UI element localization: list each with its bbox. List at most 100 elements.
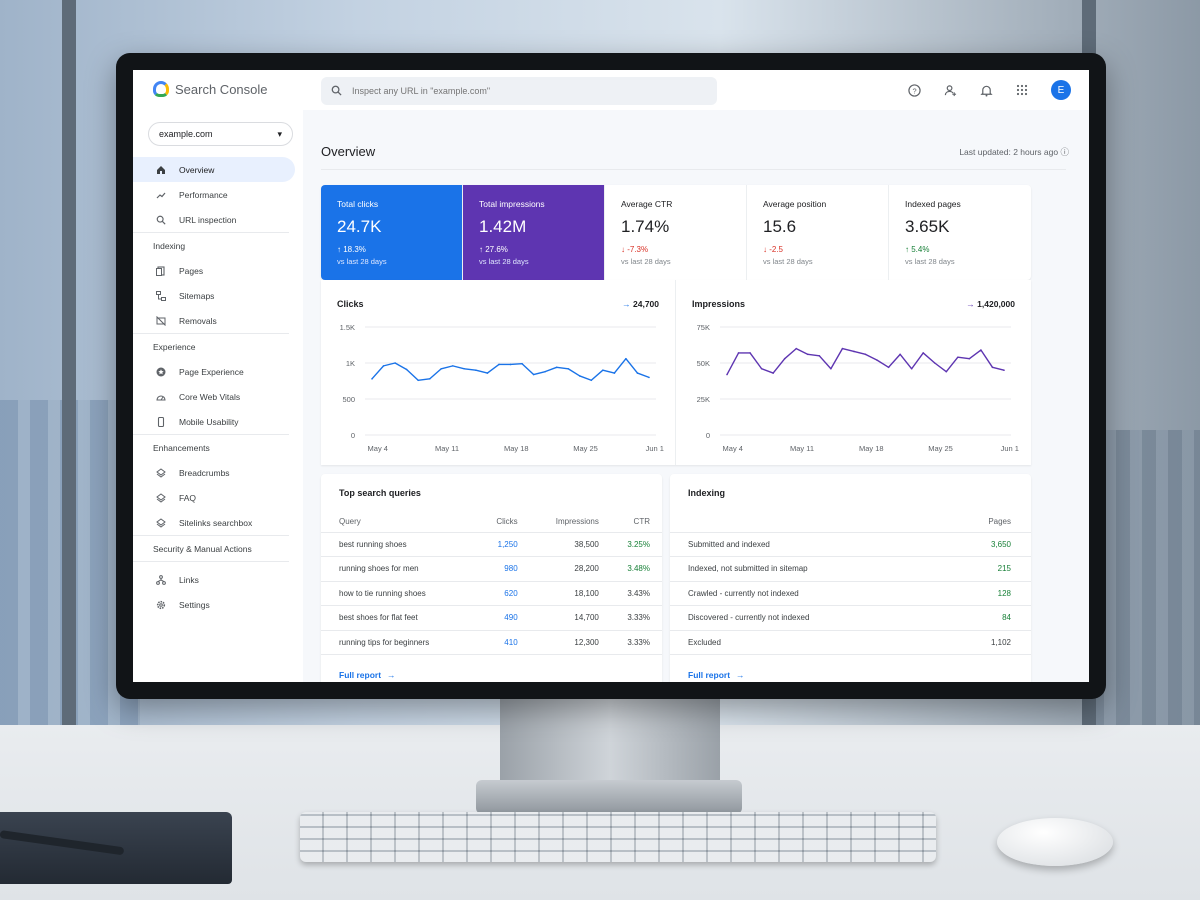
kpi-total-impressions[interactable]: Total impressions 1.42M ↑ 27.6% vs last … (463, 185, 605, 280)
sidebar-item-core-web-vitals[interactable]: Core Web Vitals (133, 384, 295, 409)
data-point[interactable] (922, 352, 925, 354)
data-point[interactable] (428, 378, 431, 380)
data-point[interactable] (567, 367, 570, 370)
data-point[interactable] (509, 363, 512, 366)
data-point[interactable] (382, 365, 385, 367)
data-point[interactable] (968, 357, 971, 360)
data-point[interactable] (648, 376, 650, 379)
sidebar-item-faq[interactable]: FAQ (133, 485, 295, 510)
data-point[interactable] (405, 368, 408, 371)
data-point[interactable] (463, 367, 466, 370)
table-row[interactable]: running tips for beginners 410 12,300 3.… (321, 630, 662, 655)
info-icon[interactable]: ⓘ (1060, 147, 1069, 157)
data-point[interactable] (590, 379, 593, 382)
sidebar-item-breadcrumbs[interactable]: Breadcrumbs (133, 460, 295, 485)
data-point[interactable] (945, 370, 948, 373)
table-row[interactable]: running shoes for men 980 28,200 3.48% (321, 556, 662, 582)
data-point[interactable] (532, 373, 535, 376)
apps-grid-icon[interactable] (1015, 83, 1029, 97)
data-point[interactable] (726, 373, 728, 376)
column-header[interactable]: Pages (946, 512, 1031, 533)
sidebar-item-sitelinks-searchbox[interactable]: Sitelinks searchbox (133, 510, 295, 535)
manage-users-icon[interactable] (943, 83, 957, 97)
data-point[interactable] (910, 367, 913, 370)
help-icon[interactable]: ? (907, 83, 921, 97)
data-point[interactable] (772, 372, 774, 374)
sidebar-item-removals[interactable]: Removals (133, 308, 295, 333)
data-point[interactable] (371, 378, 373, 380)
url-inspection-search[interactable] (321, 77, 717, 105)
table-row[interactable]: best shoes for flat feet 490 14,700 3.33… (321, 605, 662, 631)
data-point[interactable] (521, 362, 523, 365)
notifications-icon[interactable] (979, 83, 993, 97)
data-point[interactable] (841, 347, 844, 350)
data-point[interactable] (795, 347, 798, 350)
search-input[interactable] (352, 86, 682, 96)
kpi-total-clicks[interactable]: Total clicks 24.7K ↑ 18.3% vs last 28 da… (321, 185, 463, 280)
sidebar-item-settings[interactable]: Settings (133, 592, 295, 617)
kpi-comparison: vs last 28 days (763, 257, 813, 266)
data-point[interactable] (636, 372, 639, 374)
data-point[interactable] (980, 349, 982, 351)
data-point[interactable] (853, 350, 855, 353)
table-row[interactable]: Discovered - currently not indexed 84 (670, 605, 1031, 631)
sidebar-item-sitemaps[interactable]: Sitemaps (133, 283, 295, 308)
sidebar-item-url-inspection[interactable]: URL inspection (133, 207, 295, 232)
sidebar-item-pages[interactable]: Pages (133, 258, 295, 283)
table-row[interactable]: Indexed, not submitted in sitemap 215 (670, 556, 1031, 582)
data-point[interactable] (555, 366, 558, 369)
data-point[interactable] (451, 365, 454, 367)
clicks-cell: 980 (480, 556, 530, 582)
table-row[interactable]: Crawled - currently not indexed 128 (670, 581, 1031, 606)
data-point[interactable] (498, 363, 500, 366)
sidebar-item-mobile-usability[interactable]: Mobile Usability (133, 409, 295, 434)
data-point[interactable] (783, 357, 786, 360)
app-logo[interactable]: Search Console (153, 81, 268, 97)
table-row[interactable]: best running shoes 1,250 38,500 3.25% (321, 532, 662, 557)
column-header[interactable]: CTR (610, 512, 662, 533)
column-header[interactable]: Impressions (529, 512, 611, 533)
data-point[interactable] (864, 353, 867, 356)
data-point[interactable] (625, 357, 627, 360)
data-point[interactable] (417, 379, 419, 382)
kpi-average-ctr[interactable]: Average CTR 1.74% ↓ -7.3% vs last 28 day… (605, 185, 747, 280)
table-row[interactable]: Excluded 1,102 (670, 630, 1031, 655)
data-point[interactable] (760, 367, 763, 370)
data-point[interactable] (578, 375, 581, 377)
data-point[interactable] (602, 369, 604, 371)
kpi-indexed-pages[interactable]: Indexed pages 3.65K ↑ 5.4% vs last 28 da… (889, 185, 1031, 280)
full-report-link[interactable]: Full report → (339, 670, 396, 680)
chart-total-value: 1,420,000 (977, 299, 1015, 309)
data-point[interactable] (394, 362, 396, 364)
data-point[interactable] (991, 366, 994, 369)
data-point[interactable] (957, 356, 959, 359)
data-point[interactable] (806, 353, 809, 356)
data-point[interactable] (830, 367, 832, 370)
avatar[interactable]: E (1051, 80, 1071, 100)
sidebar-item-overview[interactable]: Overview (133, 157, 295, 182)
data-point[interactable] (818, 355, 821, 357)
sidebar-section-security[interactable]: Security & Manual Actions (133, 535, 289, 561)
sidebar-item-links[interactable]: Links (133, 567, 295, 592)
data-point[interactable] (475, 369, 477, 371)
data-point[interactable] (933, 362, 936, 364)
data-point[interactable] (887, 366, 890, 369)
data-point[interactable] (440, 367, 443, 370)
sidebar-item-performance[interactable]: Performance (133, 182, 295, 207)
data-point[interactable] (899, 353, 901, 356)
kpi-average-position[interactable]: Average position 15.6 ↓ -2.5 vs last 28 … (747, 185, 889, 280)
data-point[interactable] (544, 370, 546, 373)
data-point[interactable] (737, 352, 740, 354)
column-header[interactable]: Clicks (480, 512, 530, 533)
property-selector[interactable]: example.com ▾ (148, 122, 293, 146)
column-header[interactable]: Query (321, 512, 481, 533)
table-row[interactable]: how to tie running shoes 620 18,100 3.43… (321, 581, 662, 606)
data-point[interactable] (486, 372, 489, 374)
table-row[interactable]: Submitted and indexed 3,650 (670, 532, 1031, 557)
full-report-link[interactable]: Full report → (688, 670, 745, 680)
data-point[interactable] (876, 359, 878, 361)
sidebar-item-page-experience[interactable]: Page Experience (133, 359, 295, 384)
data-point[interactable] (749, 352, 751, 354)
data-point[interactable] (613, 372, 616, 374)
data-point[interactable] (1003, 369, 1005, 371)
